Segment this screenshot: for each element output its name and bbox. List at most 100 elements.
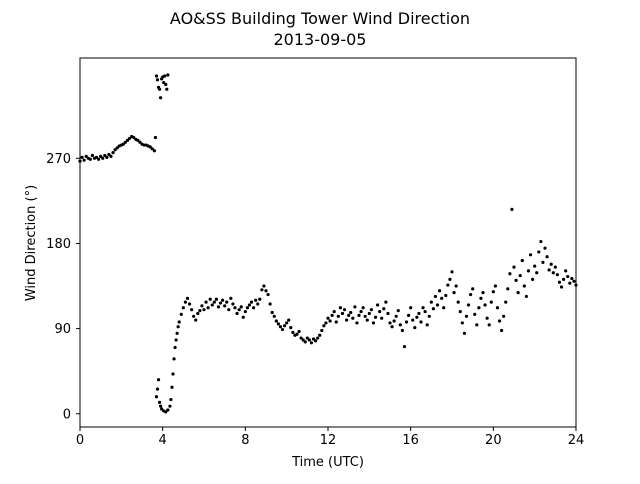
data-point bbox=[557, 280, 562, 284]
data-point bbox=[446, 283, 450, 287]
data-point bbox=[347, 313, 351, 317]
data-point bbox=[200, 304, 204, 308]
data-point bbox=[155, 78, 160, 82]
data-point bbox=[204, 300, 208, 304]
data-point bbox=[231, 302, 235, 306]
data-point bbox=[299, 336, 303, 340]
data-point bbox=[109, 154, 113, 158]
data-point bbox=[276, 322, 280, 326]
data-point bbox=[166, 408, 170, 412]
data-point bbox=[444, 293, 448, 298]
data-point bbox=[157, 87, 162, 91]
data-point bbox=[419, 320, 423, 324]
data-point bbox=[504, 300, 508, 304]
data-point bbox=[475, 323, 479, 327]
data-point bbox=[171, 372, 175, 376]
data-point bbox=[570, 276, 574, 281]
data-point bbox=[155, 387, 160, 391]
data-point bbox=[152, 149, 156, 153]
data-point bbox=[380, 316, 384, 320]
data-point bbox=[473, 312, 477, 317]
data-point bbox=[328, 319, 332, 323]
data-point bbox=[123, 140, 128, 144]
data-point bbox=[225, 300, 229, 304]
data-point bbox=[485, 316, 489, 320]
data-point bbox=[237, 308, 241, 312]
data-point bbox=[291, 330, 295, 334]
data-point bbox=[103, 153, 107, 158]
data-point bbox=[421, 306, 425, 310]
data-point bbox=[334, 320, 338, 324]
data-point bbox=[411, 318, 415, 322]
data-point bbox=[179, 312, 183, 317]
x-tick-label: 20 bbox=[485, 433, 502, 448]
data-point bbox=[363, 314, 367, 318]
data-point bbox=[378, 309, 382, 314]
data-point bbox=[531, 277, 535, 281]
data-point bbox=[549, 262, 553, 266]
data-point bbox=[105, 155, 109, 159]
data-point bbox=[452, 291, 456, 295]
data-point bbox=[510, 207, 514, 211]
data-point bbox=[537, 250, 541, 254]
data-point bbox=[423, 309, 427, 314]
data-point bbox=[101, 156, 105, 160]
chart-title: AO&SS Building Tower Wind Direction bbox=[170, 9, 470, 28]
data-point bbox=[303, 340, 307, 344]
data-point bbox=[316, 336, 320, 340]
data-point bbox=[355, 321, 359, 325]
data-point bbox=[196, 311, 200, 316]
data-point bbox=[164, 410, 168, 414]
data-point bbox=[287, 318, 291, 322]
data-point bbox=[469, 292, 473, 297]
plot-frame bbox=[79, 57, 577, 428]
data-point bbox=[388, 321, 392, 325]
data-point bbox=[198, 309, 202, 313]
data-point bbox=[173, 345, 177, 350]
data-point bbox=[82, 158, 86, 162]
axis-ticks: 0 4 8 12 16 20 24 0 90 180 270 bbox=[46, 152, 584, 448]
data-point bbox=[448, 277, 452, 281]
data-point bbox=[268, 302, 272, 306]
data-point bbox=[138, 140, 142, 144]
data-point bbox=[471, 287, 475, 291]
data-point bbox=[165, 87, 169, 91]
data-point bbox=[330, 313, 334, 317]
data-point bbox=[373, 315, 378, 319]
data-point bbox=[369, 308, 373, 312]
y-tick-label: 180 bbox=[46, 237, 71, 252]
data-point bbox=[183, 300, 187, 304]
data-point bbox=[156, 378, 161, 382]
data-point bbox=[338, 306, 342, 310]
data-point bbox=[283, 324, 287, 328]
data-point bbox=[172, 357, 176, 361]
data-point bbox=[520, 258, 524, 263]
data-point bbox=[562, 277, 566, 281]
data-point bbox=[125, 138, 130, 142]
data-point bbox=[280, 327, 285, 332]
data-point bbox=[438, 289, 442, 293]
data-point bbox=[170, 385, 174, 389]
x-tick-label: 8 bbox=[241, 433, 249, 448]
data-point bbox=[427, 314, 431, 318]
data-point bbox=[223, 304, 227, 308]
data-point bbox=[545, 255, 549, 259]
y-tick-label: 0 bbox=[63, 407, 71, 422]
data-point bbox=[349, 310, 353, 315]
data-point bbox=[495, 306, 500, 310]
data-point bbox=[493, 284, 497, 288]
data-point bbox=[206, 306, 210, 310]
data-point bbox=[314, 339, 318, 343]
chart-subtitle: 2013-09-05 bbox=[274, 30, 367, 49]
data-point bbox=[533, 264, 537, 268]
data-point bbox=[512, 265, 516, 269]
data-point bbox=[497, 319, 502, 323]
data-point bbox=[551, 271, 555, 275]
x-tick-label: 12 bbox=[320, 433, 337, 448]
data-point bbox=[247, 303, 252, 307]
data-point bbox=[394, 314, 398, 318]
data-point bbox=[153, 135, 158, 140]
data-point bbox=[460, 321, 464, 325]
data-point bbox=[481, 291, 485, 295]
